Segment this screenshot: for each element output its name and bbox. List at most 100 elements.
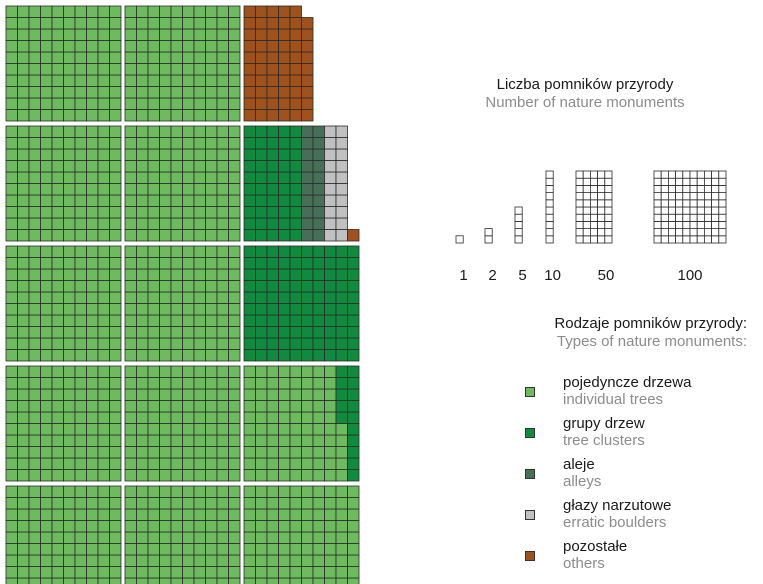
waffle-cell-tree-clusters: [347, 388, 360, 401]
waffle-cell-individual-trees: [74, 74, 87, 87]
waffle-cell-individual-trees: [266, 469, 279, 482]
waffle-cell-individual-trees: [17, 148, 30, 161]
legend-swatch: [525, 469, 535, 479]
waffle-cell-individual-trees: [136, 497, 149, 510]
waffle-cell-alleys: [301, 125, 314, 138]
waffle-cell-individual-trees: [205, 337, 218, 350]
waffle-cell-individual-trees: [228, 485, 241, 498]
waffle-cell-individual-trees: [193, 457, 206, 470]
waffle-cell-others: [255, 63, 268, 76]
waffle-cell-individual-trees: [182, 377, 195, 390]
waffle-cell-individual-trees: [205, 543, 218, 556]
waffle-cell-others: [243, 51, 256, 64]
waffle-cell-individual-trees: [205, 434, 218, 447]
waffle-cell-individual-trees: [335, 485, 348, 498]
waffle-cell-individual-trees: [28, 531, 41, 544]
scale-cell: [582, 170, 591, 179]
waffle-cell-individual-trees: [205, 531, 218, 544]
waffle-cell-individual-trees: [216, 257, 229, 270]
waffle-cell-individual-trees: [63, 245, 76, 258]
waffle-cell-individual-trees: [159, 554, 172, 567]
waffle-cell-individual-trees: [289, 577, 302, 584]
waffle-cell-others: [266, 86, 279, 99]
waffle-cell-individual-trees: [182, 206, 195, 219]
waffle-cell-individual-trees: [255, 520, 268, 533]
scale-cell: [711, 228, 720, 237]
waffle-cell-individual-trees: [5, 109, 18, 122]
scale-cell: [514, 213, 523, 222]
waffle-cell-individual-trees: [159, 109, 172, 122]
waffle-cell-others: [255, 51, 268, 64]
waffle-cell-individual-trees: [147, 508, 160, 521]
waffle-cell-individual-trees: [63, 63, 76, 76]
waffle-cell-individual-trees: [5, 28, 18, 41]
scale-cell: [675, 235, 684, 244]
waffle-cell-individual-trees: [159, 51, 172, 64]
waffle-cell-tree-clusters: [243, 125, 256, 138]
waffle-cell-individual-trees: [301, 365, 314, 378]
waffle-cell-individual-trees: [205, 400, 218, 413]
waffle-cell-individual-trees: [5, 74, 18, 87]
waffle-cell-individual-trees: [216, 377, 229, 390]
waffle-cell-others: [289, 51, 302, 64]
waffle-cell-individual-trees: [228, 5, 241, 18]
waffle-cell-individual-trees: [159, 229, 172, 242]
scale-cell: [718, 192, 727, 201]
waffle-cell-individual-trees: [97, 423, 110, 436]
scale-cell: [597, 206, 606, 215]
waffle-cell-individual-trees: [147, 411, 160, 424]
waffle-cell-erratic-boulders: [335, 229, 348, 242]
waffle-cell-individual-trees: [278, 446, 291, 459]
waffle-cell-individual-trees: [147, 337, 160, 350]
waffle-cell-individual-trees: [147, 365, 160, 378]
waffle-cell-tree-clusters: [289, 314, 302, 327]
scale-cell: [682, 177, 691, 186]
waffle-cell-individual-trees: [97, 229, 110, 242]
waffle-cell-individual-trees: [193, 377, 206, 390]
waffle-cell-others: [278, 97, 291, 110]
waffle-cell-individual-trees: [40, 469, 53, 482]
waffle-cell-individual-trees: [97, 377, 110, 390]
waffle-cell-individual-trees: [243, 520, 256, 533]
waffle-cell-tree-clusters: [347, 303, 360, 316]
waffle-cell-individual-trees: [216, 74, 229, 87]
waffle-cell-individual-trees: [63, 86, 76, 99]
waffle-cell-tree-clusters: [347, 469, 360, 482]
waffle-cell-tree-clusters: [335, 337, 348, 350]
waffle-cell-others: [243, 63, 256, 76]
waffle-cell-individual-trees: [205, 554, 218, 567]
scale-cell: [667, 206, 676, 215]
waffle-cell-individual-trees: [170, 160, 183, 173]
scale-cell: [703, 192, 712, 201]
waffle-cell-individual-trees: [205, 51, 218, 64]
scale-cell: [484, 235, 493, 244]
waffle-cell-individual-trees: [86, 469, 99, 482]
scale-cell: [667, 177, 676, 186]
waffle-cell-individual-trees: [136, 5, 149, 18]
waffle-cell-tree-clusters: [335, 291, 348, 304]
waffle-cell-individual-trees: [159, 349, 172, 362]
scale-cell: [575, 213, 584, 222]
waffle-cell-individual-trees: [40, 388, 53, 401]
waffle-cell-alleys: [312, 194, 325, 207]
waffle-cell-individual-trees: [51, 183, 64, 196]
waffle-cell-individual-trees: [97, 194, 110, 207]
waffle-cell-individual-trees: [147, 554, 160, 567]
waffle-cell-individual-trees: [86, 314, 99, 327]
waffle-cell-individual-trees: [124, 148, 137, 161]
waffle-cell-tree-clusters: [278, 125, 291, 138]
waffle-cell-tree-clusters: [278, 280, 291, 293]
waffle-cell-individual-trees: [63, 160, 76, 173]
waffle-cell-individual-trees: [86, 109, 99, 122]
scale-cell: [696, 228, 705, 237]
waffle-cell-individual-trees: [40, 400, 53, 413]
waffle-cell-tree-clusters: [243, 171, 256, 184]
waffle-cell-individual-trees: [124, 314, 137, 327]
waffle-cell-individual-trees: [40, 17, 53, 30]
waffle-cell-individual-trees: [182, 109, 195, 122]
waffle-cell-individual-trees: [5, 566, 18, 579]
waffle-cell-individual-trees: [86, 137, 99, 150]
waffle-cell-others: [255, 74, 268, 87]
waffle-cell-individual-trees: [182, 86, 195, 99]
waffle-cell-individual-trees: [97, 97, 110, 110]
